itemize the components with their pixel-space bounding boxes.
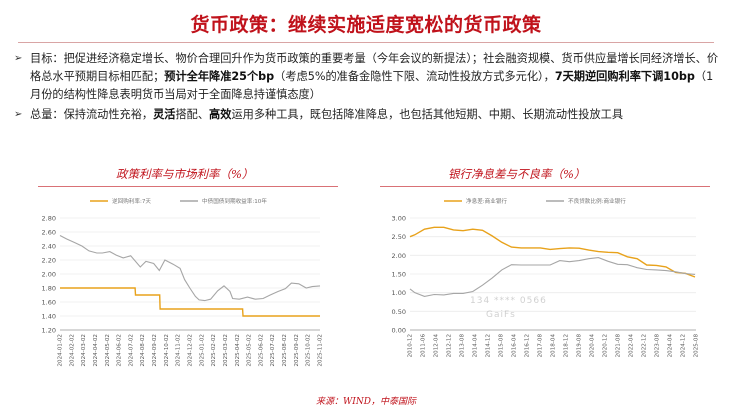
bullet-text: （考虑5%的准备金隐性下限、流动性投放方式多元化）， (274, 70, 555, 83)
y-tick-label: 3.00 (392, 215, 406, 223)
x-tick-label: 2025-11-02 (318, 334, 324, 367)
y-tick-label: 1.40 (42, 313, 56, 321)
x-tick-label: 2022-12 (642, 334, 648, 357)
bullet-list: ➢ 目标：把促进经济稳定增长、物价合理回升作为货币政策的重要考量（今年会议的新提法… (14, 50, 720, 126)
x-tick-label: 2024-06-02 (117, 334, 123, 367)
bullet-item-total: ➢ 总量：保持流动性充裕，灵活搭配、高效运用多种工具，既包括降准降息，也包括其他短… (14, 106, 720, 124)
x-tick-label: 2022-04 (629, 334, 635, 358)
x-tick-label: 2025-10-02 (306, 334, 312, 367)
x-tick-label: 2020-04 (590, 334, 596, 358)
source-note: 来源：WIND，中泰国际 (316, 397, 416, 407)
x-tick-label: 2014-04 (473, 334, 479, 358)
x-tick-label: 2024-12 (681, 334, 687, 357)
x-tick-label: 2012-12 (447, 334, 453, 357)
chart-title-left: 政策利率与市场利率（%） (116, 167, 254, 181)
x-tick-label: 2025-03-02 (223, 334, 229, 367)
y-tick-label: 1.20 (42, 327, 56, 335)
page-title: 货币政策：继续实施适度宽松的货币政策 (190, 14, 542, 36)
chart-title-divider-right (380, 186, 710, 187)
x-tick-label: 2024-10-02 (164, 334, 170, 367)
series-line-1 (60, 287, 320, 317)
x-tick-label: 2016-04 (512, 334, 518, 358)
y-tick-label: 2.60 (42, 229, 56, 237)
y-tick-label: 1.60 (42, 299, 56, 307)
x-tick-label: 2024-03-02 (81, 334, 87, 367)
x-tick-label: 2024-04 (668, 334, 674, 358)
x-tick-label: 2015-08 (499, 334, 505, 358)
chart-title-divider-left (38, 186, 338, 187)
x-tick-label: 2013-08 (460, 334, 466, 358)
bullet-emphasis: 预计全年降准25个bp (164, 70, 275, 83)
y-tick-label: 2.20 (42, 257, 56, 265)
x-tick-label: 2025-06-02 (258, 334, 264, 367)
y-tick-label: 2.50 (392, 233, 406, 241)
arrow-bullet-icon: ➢ (14, 109, 23, 120)
x-tick-label: 2025-08-02 (282, 334, 288, 367)
y-tick-label: 2.00 (392, 252, 406, 260)
bullet-text: （1月份的结构性降息表明货币当局对于全面降息持谨慎态度） (30, 70, 714, 101)
x-tick-label: 2024-08-02 (140, 334, 146, 367)
bullet-text: 总量：保持流动性充裕， (30, 108, 154, 121)
x-tick-label: 2020-12 (603, 334, 609, 357)
chart-title-right: 银行净息差与不良率（%） (448, 167, 586, 181)
y-tick-label: 1.00 (392, 289, 406, 297)
legend-label: 净息差:商业银行 (466, 197, 507, 205)
y-tick-label: 2.40 (42, 243, 56, 251)
x-tick-label: 2024-07-02 (128, 334, 134, 367)
y-tick-label: 1.80 (42, 285, 56, 293)
x-tick-label: 2011-06 (421, 334, 427, 358)
bullet-text: 目标：把促进经济稳定增长、物价合理回升作为货币政策的重要考量（今年会议的新提法）… (30, 52, 719, 83)
series-line-1 (409, 226, 696, 278)
legend-label: 中债国债到期收益率:10年 (202, 197, 267, 205)
margin-chart: 0.00 0.50 1.00 1.50 2.00 2.50 3.00 2010-12 2011-… (392, 197, 700, 358)
bullet-emphasis: 7天期逆回购利率下调10bp (554, 70, 695, 83)
x-tick-label: 2024-02-02 (69, 334, 75, 367)
x-tick-label: 2021-08 (616, 334, 622, 358)
x-tick-label: 2025-04-02 (235, 334, 241, 367)
x-tick-label: 2024-04-02 (93, 334, 99, 367)
y-tick-label: 2.00 (42, 271, 56, 279)
x-tick-label: 2024-11-02 (176, 334, 182, 367)
y-tick-label: 0.50 (392, 308, 406, 316)
x-tick-label: 2024-01-02 (58, 334, 64, 367)
x-tick-label: 2014-12 (486, 334, 492, 357)
x-tick-label: 2012-04 (434, 334, 440, 358)
x-tick-label: 2025-05-02 (247, 334, 253, 367)
rate-chart: 1.20 1.40 1.60 1.80 2.00 2.20 2.40 2.60 2.80 2024… (42, 197, 324, 367)
bullet-emphasis: 灵活 (153, 108, 176, 121)
y-tick-label: 1.50 (392, 271, 406, 279)
x-tick-label: 2025-07-02 (270, 334, 276, 367)
x-tick-label: 2019-08 (577, 334, 583, 358)
x-tick-label: 2024-05-02 (105, 334, 111, 367)
x-tick-label: 2018-12 (564, 334, 570, 357)
legend-label: 不良贷款比例:商业银行 (568, 197, 626, 205)
arrow-bullet-icon: ➢ (14, 53, 23, 64)
x-tick-label: 2025-02-02 (211, 334, 217, 367)
x-tick-label: 2025-09-02 (294, 334, 300, 367)
bullet-text: 运用多种工具，既包括降准降息，也包括其他短期、中期、长期流动性投放工具 (231, 108, 624, 121)
y-tick-label: 0.00 (392, 327, 406, 335)
title-divider (18, 42, 714, 43)
bullet-emphasis: 高效 (209, 108, 232, 121)
x-tick-label: 2018-04 (551, 334, 557, 358)
x-tick-label: 2010-12 (408, 334, 414, 357)
series-line-2 (409, 257, 696, 297)
watermark: GaiFs (486, 310, 516, 320)
bullet-text: 搭配、 (175, 108, 210, 121)
x-tick-label: 2017-08 (538, 334, 544, 358)
x-tick-label: 2025-08 (694, 334, 700, 358)
watermark: 134 **** 0566 (470, 296, 547, 306)
bullet-item-goal: ➢ 目标：把促进经济稳定增长、物价合理回升作为货币政策的重要考量（今年会议的新提法… (14, 50, 720, 104)
y-tick-label: 2.80 (42, 215, 56, 223)
x-tick-label: 2023-08 (655, 334, 661, 358)
x-tick-label: 2025-01-02 (199, 334, 205, 367)
x-tick-label: 2024-09-02 (152, 334, 158, 367)
series-line-2 (59, 235, 321, 302)
x-tick-label: 2024-12-02 (188, 334, 194, 367)
x-tick-label: 2016-12 (525, 334, 531, 357)
legend-label: 逆回购利率:7天 (112, 197, 151, 205)
